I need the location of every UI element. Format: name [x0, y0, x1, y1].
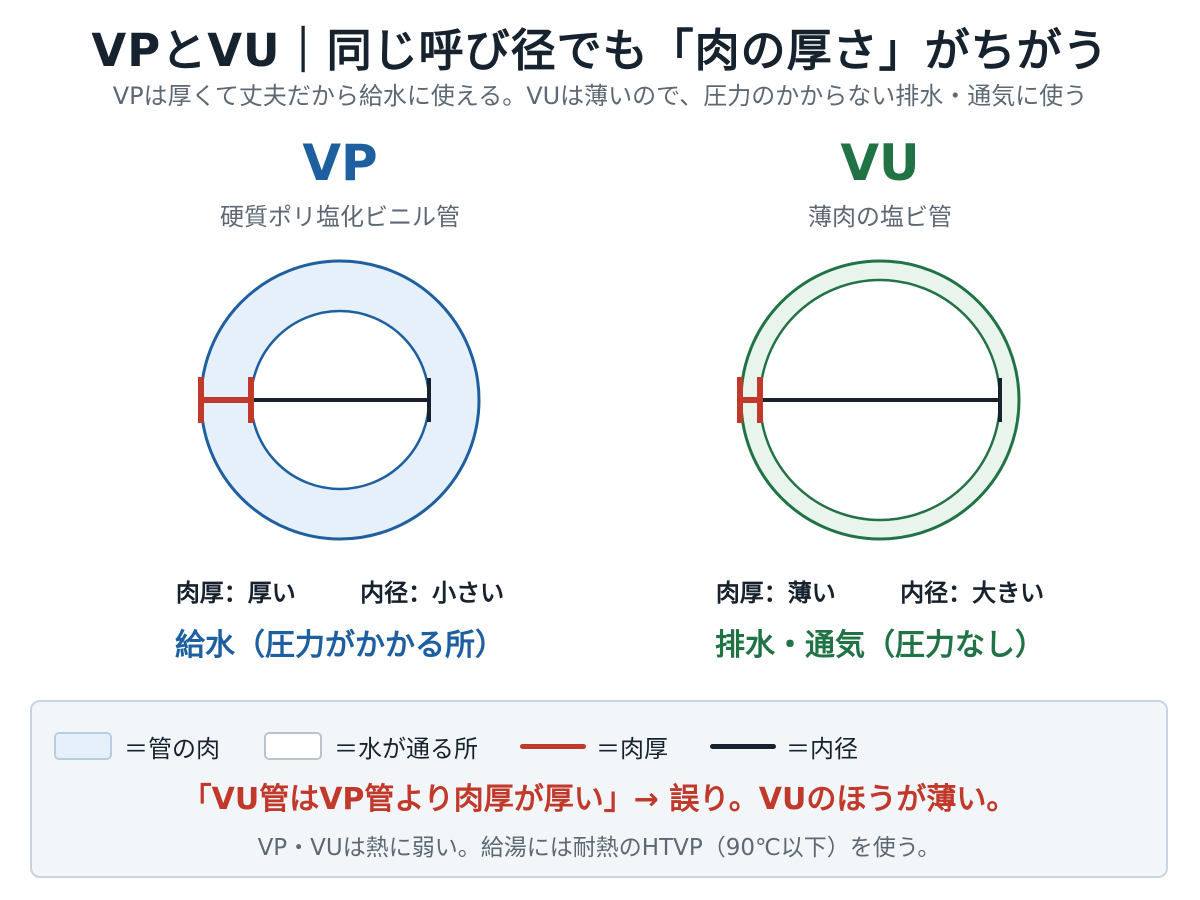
- vp-inner-label: 内径：小さい: [360, 573, 504, 608]
- legend-thickness-label: ＝肉厚: [596, 729, 668, 764]
- vp-usage: 給水（圧力がかかる所）: [80, 620, 600, 664]
- vu-usage: 排水・通気（圧力なし）: [620, 620, 1140, 664]
- inner-line-swatch: [710, 744, 776, 749]
- wall-swatch: [54, 732, 112, 760]
- legend-inner-label: ＝内径: [786, 729, 858, 764]
- vu-stats: 肉厚：薄い 内径：大きい: [620, 573, 1140, 608]
- warning-text: 「VU管はVP管より肉厚が厚い」→ 誤り。VUのほうが薄い。: [32, 774, 1166, 818]
- vp-pipe-section: [201, 261, 479, 539]
- vu-inner-label: 内径：大きい: [900, 573, 1044, 608]
- thickness-line-swatch: [520, 744, 586, 749]
- note-text: VP・VUは熱に弱い。給湯には耐熱のHTVP（90℃以下）を使う。: [32, 828, 1166, 862]
- legend-wall-label: ＝管の肉: [124, 729, 220, 764]
- vp-thickness-label: 肉厚：厚い: [176, 573, 296, 608]
- vp-stats: 肉厚：厚い 内径：小さい: [80, 573, 600, 608]
- legend-box: ＝管の肉 ＝水が通る所 ＝肉厚 ＝内径 「VU管はVP管より肉厚が厚い」→ 誤り…: [30, 700, 1168, 878]
- vu-pipe-section: [740, 261, 1019, 539]
- vu-thickness-label: 肉厚：薄い: [716, 573, 836, 608]
- legend-water-label: ＝水が通る所: [334, 729, 478, 764]
- legend-row: ＝管の肉 ＝水が通る所 ＝肉厚 ＝内径: [54, 729, 884, 763]
- water-swatch: [264, 732, 322, 760]
